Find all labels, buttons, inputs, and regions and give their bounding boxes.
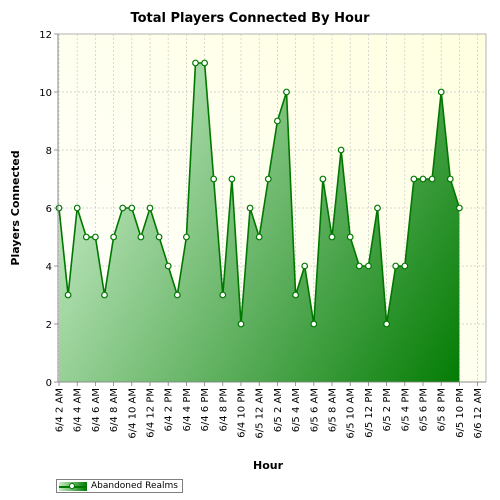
series-area-fill (59, 63, 460, 382)
data-point (264, 175, 272, 183)
data-point (82, 233, 90, 241)
data-point (446, 175, 454, 183)
x-tick-label: 6/4 2 PM (164, 388, 175, 431)
x-tick-label: 6/6 12 AM (473, 388, 484, 439)
x-tick-label: 6/5 6 PM (419, 388, 430, 431)
data-point (210, 175, 218, 183)
y-tick-label: 12 (39, 30, 52, 41)
x-axis: 6/4 2 AM 6/4 4 AM 6/4 6 AM 6/4 8 AM 6/4 10 A… (55, 381, 486, 439)
data-point (201, 59, 209, 67)
data-point (301, 262, 309, 270)
x-tick-label: 6/5 2 AM (273, 388, 284, 432)
x-tick-label: 6/5 12 AM (255, 388, 266, 439)
data-point (328, 233, 336, 241)
x-tick-label: 6/5 4 PM (400, 388, 411, 431)
y-tick-label: 0 (46, 378, 52, 389)
y-tick-label: 8 (46, 146, 52, 157)
data-point (164, 262, 172, 270)
x-tick-label: 6/5 6 AM (309, 388, 320, 432)
data-point (173, 291, 181, 299)
data-point (374, 204, 381, 212)
data-point (64, 291, 72, 299)
data-point (292, 291, 300, 299)
data-point (365, 262, 372, 270)
data-point (283, 88, 290, 96)
data-point (182, 233, 190, 241)
data-point (383, 320, 391, 328)
y-tick-label: 4 (46, 262, 52, 273)
x-tick-label: 6/5 10 AM (346, 388, 357, 439)
x-tick-label: 6/5 4 AM (291, 388, 302, 432)
x-tick-label: 6/4 12 PM (146, 388, 157, 438)
x-tick-label: 6/5 2 PM (382, 388, 393, 431)
data-point (101, 291, 108, 299)
chart-title: Total Players Connected By Hour (130, 11, 370, 26)
x-tick-label: 6/4 4 PM (182, 388, 193, 431)
x-tick-label: 6/4 10 PM (237, 388, 248, 438)
data-point (219, 291, 227, 299)
y-axis-label: Players Connected (9, 150, 22, 265)
data-point (91, 233, 99, 241)
data-point (319, 175, 327, 183)
data-point (155, 233, 163, 241)
x-tick-label: 6/5 12 PM (364, 388, 375, 438)
legend: Abandoned Realms (56, 479, 183, 493)
x-tick-label: 6/4 6 PM (200, 388, 211, 431)
data-point (128, 204, 136, 212)
x-tick-label: 6/4 4 AM (73, 388, 84, 432)
x-tick-label: 6/5 8 AM (328, 388, 339, 432)
data-point (119, 204, 127, 212)
data-point (401, 262, 409, 270)
data-point (428, 175, 436, 183)
data-point (346, 233, 354, 241)
data-point (237, 320, 245, 328)
data-point (246, 204, 254, 212)
data-point (255, 233, 263, 241)
y-tick-label: 10 (39, 88, 52, 99)
data-point (410, 175, 418, 183)
data-point (274, 117, 281, 125)
y-tick-label: 2 (46, 320, 52, 331)
y-tick-label: 6 (46, 204, 52, 215)
x-tick-label: 6/4 6 AM (91, 388, 102, 432)
data-point (392, 262, 400, 270)
data-point (110, 233, 117, 241)
data-point (192, 59, 199, 67)
x-tick-label: 6/5 8 PM (437, 388, 448, 431)
x-tick-label: 6/4 8 AM (109, 388, 120, 432)
x-tick-label: 6/4 10 AM (127, 388, 138, 439)
data-point (146, 204, 154, 212)
data-point (137, 233, 145, 241)
y-axis: 0 2 4 6 8 10 12 (39, 30, 59, 389)
x-tick-label: 6/4 2 AM (55, 388, 66, 432)
data-point (337, 146, 345, 154)
x-tick-label: 6/4 8 PM (218, 388, 229, 431)
data-point (419, 175, 427, 183)
data-point (456, 204, 463, 212)
series-points (55, 59, 463, 328)
data-point (73, 204, 81, 212)
legend-swatch-marker (69, 482, 75, 489)
legend-series-name: Abandoned Realms (91, 481, 178, 491)
data-point (310, 320, 318, 328)
x-tick-label: 6/5 10 PM (455, 388, 466, 438)
data-point (228, 175, 236, 183)
legend-swatch (59, 481, 87, 491)
data-point (437, 88, 445, 96)
data-point (355, 262, 363, 270)
x-axis-label: Hour (253, 459, 284, 472)
